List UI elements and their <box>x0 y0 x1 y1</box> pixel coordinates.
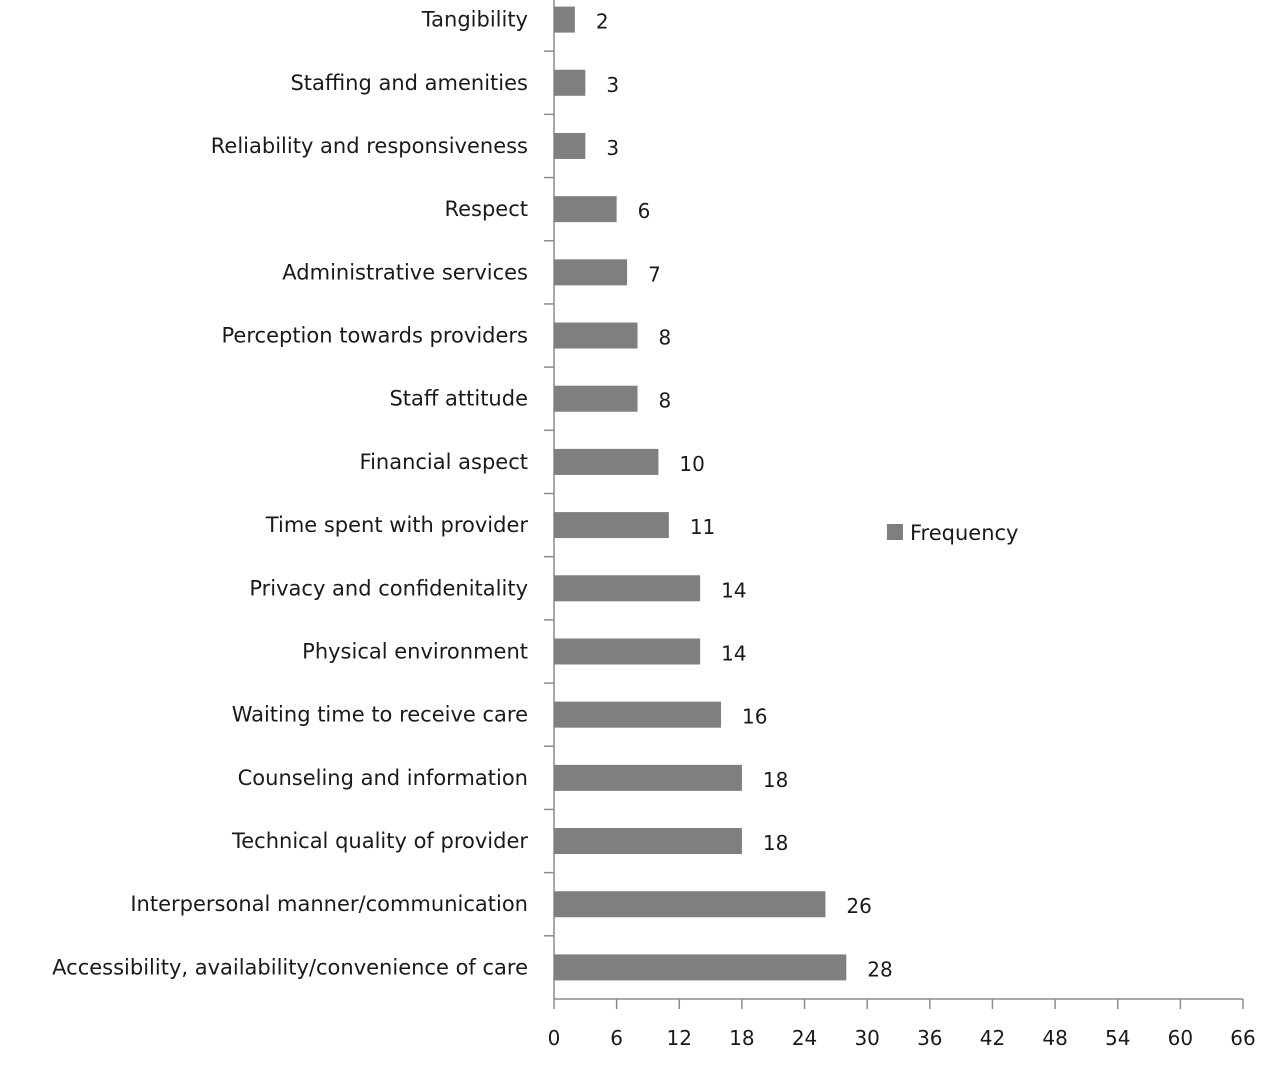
data-label: 8 <box>659 326 672 350</box>
x-tick-label: 0 <box>548 1026 561 1050</box>
category-label: Accessibility, availability/convenience … <box>52 955 528 979</box>
data-label: 2 <box>596 10 609 34</box>
chart-labels: Tangibility 2 Staffing and amenities 3 Relia… <box>52 8 893 982</box>
bar <box>554 69 586 96</box>
chart-legend: Frequency <box>887 521 1019 545</box>
data-label: 8 <box>659 389 672 413</box>
data-label: 14 <box>721 641 746 665</box>
chart-axes: 0 6 12 18 24 30 36 42 48 54 60 66 <box>544 0 1256 1050</box>
category-label: Interpersonal manner/communication <box>130 892 528 916</box>
data-label: 11 <box>690 515 715 539</box>
category-label: Staff attitude <box>389 387 528 411</box>
x-tick-label: 48 <box>1042 1026 1067 1050</box>
x-tick-label: 60 <box>1168 1026 1193 1050</box>
category-label: Physical environment <box>302 639 528 663</box>
bar <box>554 575 701 602</box>
bar <box>554 6 575 33</box>
category-label: Perception towards providers <box>222 324 528 348</box>
data-label: 3 <box>606 73 619 97</box>
x-tick-label: 42 <box>980 1026 1005 1050</box>
x-tick-label: 18 <box>729 1026 754 1050</box>
category-label: Privacy and confidenitality <box>249 576 528 600</box>
bar <box>554 828 742 855</box>
category-label: Administrative services <box>282 260 528 284</box>
bar <box>554 322 638 349</box>
x-tick-label: 6 <box>610 1026 623 1050</box>
x-tick-label: 30 <box>854 1026 879 1050</box>
data-label: 18 <box>763 768 788 792</box>
data-label: 6 <box>638 199 651 223</box>
data-label: 7 <box>648 262 661 286</box>
category-label: Counseling and information <box>238 766 528 790</box>
legend-swatch <box>887 524 903 540</box>
category-label: Tangibility <box>421 8 528 32</box>
category-label: Reliability and responsiveness <box>211 134 528 158</box>
bar <box>554 196 617 223</box>
bar <box>554 891 826 918</box>
data-label: 18 <box>763 831 788 855</box>
x-tick-label: 66 <box>1230 1026 1255 1050</box>
category-label: Respect <box>444 197 528 221</box>
bar <box>554 385 638 412</box>
data-label: 10 <box>679 452 704 476</box>
bar <box>554 638 701 665</box>
bar <box>554 132 586 159</box>
x-tick-label: 24 <box>792 1026 817 1050</box>
bar <box>554 701 722 728</box>
chart-bars <box>554 6 847 981</box>
data-label: 16 <box>742 705 767 729</box>
bar <box>554 764 742 791</box>
bar <box>554 448 659 475</box>
bar <box>554 259 628 286</box>
x-tick-label: 36 <box>917 1026 942 1050</box>
x-tick-label: 54 <box>1105 1026 1130 1050</box>
category-label: Financial aspect <box>360 450 528 474</box>
data-label: 28 <box>867 957 892 981</box>
data-label: 14 <box>721 578 746 602</box>
category-label: Technical quality of provider <box>231 829 528 853</box>
category-label: Time spent with provider <box>265 513 529 537</box>
x-tick-label: 12 <box>667 1026 692 1050</box>
data-label: 3 <box>606 136 619 160</box>
category-label: Staffing and amenities <box>290 71 528 95</box>
bar <box>554 512 669 539</box>
category-label: Waiting time to receive care <box>232 703 528 727</box>
legend-label: Frequency <box>910 521 1019 545</box>
bar <box>554 954 847 981</box>
data-label: 26 <box>846 894 871 918</box>
